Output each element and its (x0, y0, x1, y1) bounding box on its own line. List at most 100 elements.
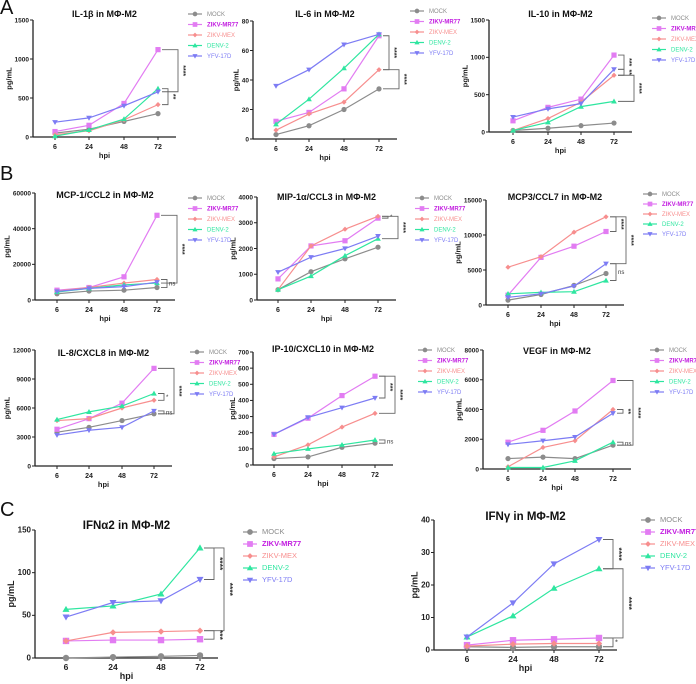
data-point (538, 291, 544, 297)
data-point (509, 644, 517, 651)
data-point (305, 442, 311, 448)
chart-7: IL-8/CXCL8 in MΦ-M2 0 3000 6000 9000 12000 6 24… (3, 347, 241, 489)
legend-marker (647, 221, 653, 226)
data-point (151, 411, 157, 417)
legend-label: ZIKV-MEX (671, 37, 696, 43)
data-point (463, 634, 471, 641)
series-line (54, 88, 159, 137)
series-yfv-17d: YFV-17D (271, 390, 462, 438)
data-point (305, 454, 311, 460)
data-point (578, 101, 584, 107)
legend-marker (192, 226, 198, 232)
legend-marker (192, 42, 198, 48)
series-yfv-17d: YFV-17D (505, 232, 687, 301)
series-mock: MOCK (271, 347, 455, 462)
x-tick-label: 48 (118, 473, 126, 480)
x-tick-label: 48 (570, 312, 578, 319)
y-tick-label: 60000 (13, 190, 31, 197)
legend-label: YFV-17D (437, 390, 462, 396)
y-tick-label: 400 (238, 398, 249, 405)
data-point (610, 439, 616, 445)
x-tick-label: 6 (55, 473, 59, 480)
legend-label: ZIKV-MR77 (434, 207, 466, 213)
y-tick-label: 40000 (13, 226, 31, 233)
x-tick-label: 72 (594, 654, 604, 664)
series-yfv-17d: YFV-17D (273, 32, 454, 89)
series-line (65, 630, 201, 642)
data-point (109, 653, 117, 661)
data-point (275, 270, 281, 276)
data-point (305, 415, 311, 421)
legend-label: ZIKV-MR77 (669, 359, 696, 365)
chart-9: VEGF in MΦ-M2 0 2000 4000 6000 8000 6 24 48 72 hpi… (454, 346, 696, 492)
legend-label: MOCK (207, 196, 225, 202)
series-denv-2: DENV-2 (275, 226, 456, 292)
series-denv-2: DENV-2 (52, 42, 229, 139)
significance-label: ns (387, 440, 393, 446)
x-tick-label: 6 (64, 662, 69, 672)
series-denv-2: DENV-2 (505, 378, 691, 470)
legend-marker (192, 32, 198, 38)
legend-label: ZIKV-MEX (437, 369, 465, 375)
x-tick-label: 6 (276, 307, 280, 314)
chart-2: IL-6 in MΦ-M2 0 20 40 60 80 6 24 48 72 hpi pg/mL MOC… (232, 8, 461, 162)
data-point (119, 425, 125, 431)
y-tick-label: 1000 (15, 56, 30, 63)
legend-marker (194, 380, 200, 386)
legend-label: ZIKV-MEX (660, 539, 695, 548)
data-point (510, 127, 516, 133)
x-tick-label: 48 (549, 654, 559, 664)
series-line (54, 113, 159, 134)
legend-marker (656, 15, 662, 21)
data-point (273, 83, 279, 89)
significance-bracket: * (603, 637, 618, 648)
data-point (271, 450, 277, 456)
data-point (540, 427, 546, 433)
data-point (545, 106, 551, 112)
y-tick-label: 0 (27, 297, 31, 304)
data-point (154, 212, 160, 218)
y-tick-label: 100 (238, 446, 249, 453)
legend-label: ZIKV-MR77 (437, 359, 469, 365)
significance-label: * (166, 395, 169, 401)
series-mock: MOCK (273, 8, 447, 138)
data-point (505, 455, 511, 462)
legend-marker (194, 370, 200, 376)
legend-label: YFV-17D (429, 51, 454, 57)
y-tick-label: 1000 (471, 55, 486, 62)
series-mock: MOCK (275, 195, 452, 293)
x-tick-label: 72 (154, 144, 162, 151)
bracket-line (379, 375, 386, 399)
legend-label: YFV-17D (262, 575, 293, 584)
chart-title: MCP-1/CCL2 in MΦ-M2 (56, 190, 153, 200)
series-line (277, 235, 379, 273)
legend-label: ZIKV-MEX (207, 217, 235, 223)
y-axis-label: pg/mL (3, 396, 12, 419)
data-point (595, 634, 603, 642)
legend-label: ZIKV-MEX (429, 30, 457, 36)
data-point (505, 264, 511, 270)
legend-marker (654, 358, 660, 363)
data-point (375, 234, 381, 239)
series-line (277, 215, 379, 291)
data-point (196, 576, 204, 584)
series-zikv-mex: ZIKV-MEX (463, 539, 695, 650)
series-denv-2: DENV-2 (463, 551, 687, 640)
data-point (510, 114, 516, 120)
data-point (509, 612, 517, 619)
data-point (603, 277, 609, 283)
x-axis-label: hpi (319, 153, 330, 162)
series-line (512, 54, 615, 122)
significance-label: **** (400, 74, 407, 85)
y-tick-label: 1000 (239, 272, 254, 279)
data-point (339, 392, 345, 399)
x-tick-label: 6 (511, 139, 515, 146)
y-tick-label: 0 (481, 129, 485, 136)
series-line (507, 444, 614, 460)
chart-title: IL-1β in MΦ-M2 (72, 9, 137, 19)
data-point (121, 274, 127, 280)
panel-label-a: A (0, 0, 14, 19)
legend-marker (192, 54, 198, 59)
legend-label: DENV-2 (209, 382, 231, 388)
significance-label: ** (169, 94, 176, 100)
